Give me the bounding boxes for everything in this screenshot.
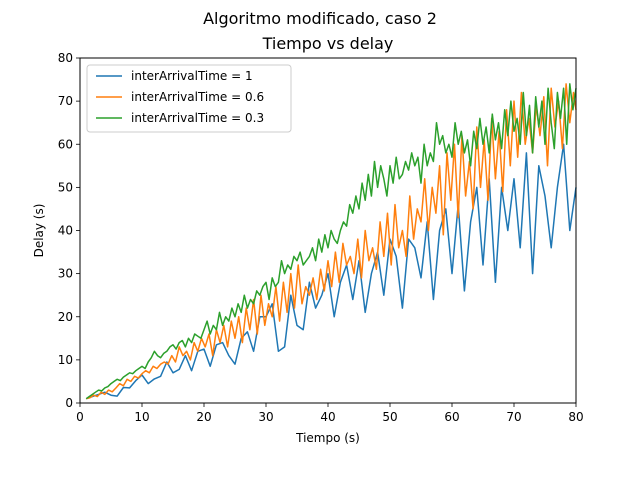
y-tick-label: 10 <box>58 353 73 367</box>
x-tick-label: 60 <box>444 410 459 424</box>
legend-label-2: interArrivalTime = 0.6 <box>131 90 264 104</box>
y-tick-label: 60 <box>58 137 73 151</box>
x-tick-label: 20 <box>196 410 211 424</box>
y-tick-label: 40 <box>58 224 73 238</box>
series-line-2 <box>86 83 577 400</box>
series-line-3 <box>85 83 577 400</box>
x-tick-label: 0 <box>76 410 84 424</box>
figure-suptitle: Algoritmo modificado, caso 2 <box>203 9 437 28</box>
x-axis-ticks: 0 10 20 30 40 50 60 70 80 <box>76 403 584 424</box>
y-tick-label: 50 <box>58 180 73 194</box>
y-axis-ticks: 0 10 20 30 40 50 60 70 80 <box>58 51 80 410</box>
y-tick-label: 70 <box>58 94 73 108</box>
x-axis-label: Tiempo (s) <box>295 431 360 445</box>
y-tick-label: 30 <box>58 267 73 281</box>
y-tick-label: 0 <box>65 396 73 410</box>
x-tick-label: 80 <box>568 410 583 424</box>
y-axis-label: Delay (s) <box>32 204 46 258</box>
x-tick-label: 30 <box>258 410 273 424</box>
y-tick-label: 20 <box>58 310 73 324</box>
x-tick-label: 50 <box>382 410 397 424</box>
plot-lines <box>85 83 577 400</box>
y-tick-label: 80 <box>58 51 73 65</box>
legend-box <box>86 64 292 133</box>
x-tick-label: 70 <box>506 410 521 424</box>
x-tick-label: 10 <box>134 410 149 424</box>
legend-label-1: interArrivalTime = 1 <box>131 69 253 83</box>
x-tick-label: 40 <box>320 410 335 424</box>
chart-title: Tiempo vs delay <box>262 34 394 53</box>
legend-label-3: interArrivalTime = 0.3 <box>131 111 264 125</box>
legend: interArrivalTime = 1 interArrivalTime = 0… <box>86 64 292 133</box>
